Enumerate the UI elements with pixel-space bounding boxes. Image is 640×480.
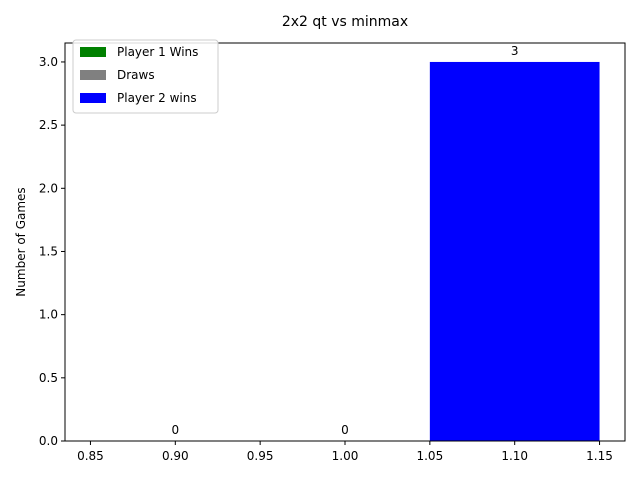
y-axis-ticks: 0.0 0.5 1.0 1.5 2.0 2.5 3.0 xyxy=(39,55,65,448)
x-tick-label: 0.95 xyxy=(247,449,274,463)
y-tick-label: 1.5 xyxy=(39,244,58,258)
x-tick-label: 1.15 xyxy=(586,449,613,463)
legend-swatch-series-0 xyxy=(80,47,106,57)
legend-swatch-series-1 xyxy=(80,70,106,80)
x-tick-label: 1.00 xyxy=(332,449,359,463)
y-tick-label: 3.0 xyxy=(39,55,58,69)
legend: Player 1 Wins Draws Player 2 wins xyxy=(72,39,219,114)
data-label-series-1: 0 xyxy=(341,423,349,437)
y-tick-label: 0.0 xyxy=(39,434,58,448)
y-tick-label: 0.5 xyxy=(39,371,58,385)
legend-box xyxy=(72,39,219,114)
x-axis-ticks: 0.85 0.90 0.95 1.00 1.05 1.10 1.15 xyxy=(77,441,613,463)
bar-series-2 xyxy=(429,61,600,441)
data-label-series-2: 3 xyxy=(511,44,519,58)
legend-label-series-2: Player 2 wins xyxy=(117,91,197,105)
y-tick-label: 2.5 xyxy=(39,118,58,132)
y-tick-label: 2.0 xyxy=(39,181,58,195)
legend-items: Player 1 Wins Draws Player 2 wins xyxy=(80,45,198,105)
data-label-series-0: 0 xyxy=(171,423,179,437)
legend-label-series-0: Player 1 Wins xyxy=(117,45,198,59)
x-tick-label: 1.05 xyxy=(416,449,443,463)
legend-label-series-1: Draws xyxy=(117,68,155,82)
legend-swatch-series-2 xyxy=(80,93,106,103)
data-labels: 0 0 3 xyxy=(171,44,518,437)
x-tick-label: 0.85 xyxy=(77,449,104,463)
y-tick-label: 1.0 xyxy=(39,308,58,322)
bars xyxy=(429,61,600,441)
chart-title: 2x2 qt vs minmax xyxy=(282,14,408,30)
x-tick-label: 0.90 xyxy=(162,449,189,463)
x-tick-label: 1.10 xyxy=(501,449,528,463)
y-axis-label: Number of Games xyxy=(14,187,28,296)
